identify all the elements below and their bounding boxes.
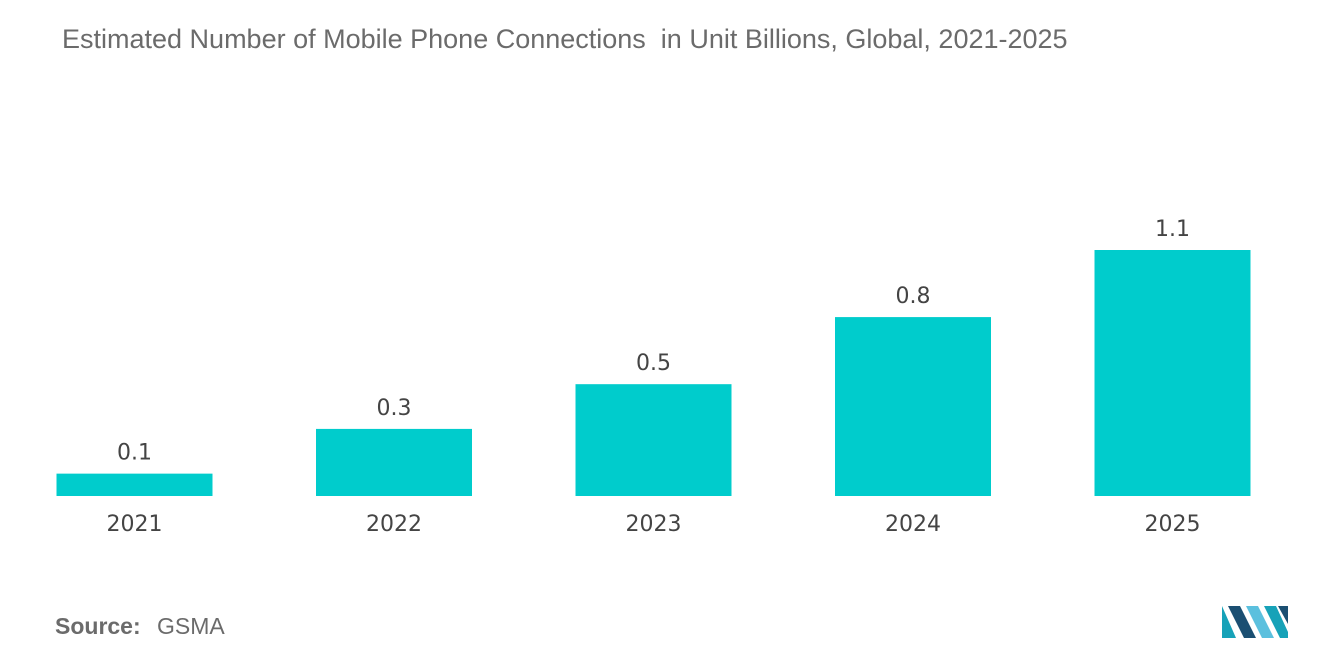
x-tick-label-2023: 2023 xyxy=(626,512,682,537)
bar-2024 xyxy=(835,317,991,496)
data-label-2021: 0.1 xyxy=(117,441,152,466)
source-line: Source: GSMA xyxy=(55,613,225,640)
x-tick-label-2024: 2024 xyxy=(885,512,941,537)
data-label-2024: 0.8 xyxy=(896,284,931,309)
source-value: GSMA xyxy=(157,613,225,639)
x-tick-label-2022: 2022 xyxy=(366,512,422,537)
chart-title: Estimated Number of Mobile Phone Connect… xyxy=(62,24,1068,54)
bar-2021 xyxy=(56,473,213,496)
data-label-2023: 0.5 xyxy=(636,351,671,376)
bar-chart: 0.1 2021 0.3 2022 0.5 2023 0.8 2024 1.1 2025 xyxy=(56,217,1251,537)
x-tick-label-2025: 2025 xyxy=(1145,512,1201,537)
data-label-2022: 0.3 xyxy=(377,396,412,421)
bar-2023 xyxy=(575,384,732,496)
mordor-intelligence-logo-icon xyxy=(1222,606,1288,638)
data-label-2025: 1.1 xyxy=(1155,217,1190,242)
bar-2025 xyxy=(1094,250,1251,496)
x-tick-label-2021: 2021 xyxy=(107,512,163,537)
bar-2022 xyxy=(316,428,472,496)
source-label: Source: xyxy=(55,613,141,639)
